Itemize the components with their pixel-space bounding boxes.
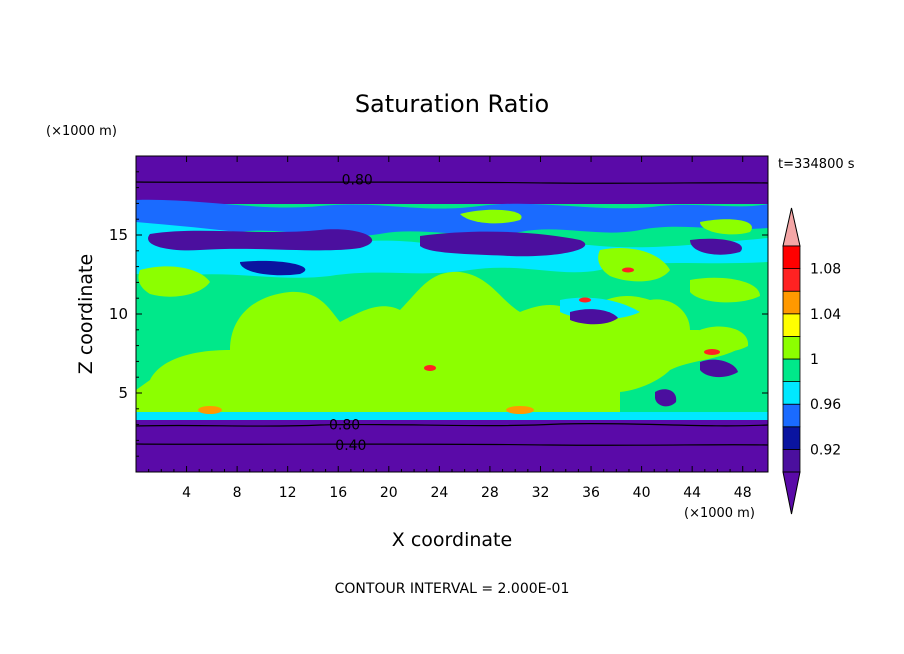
contour-label: 0.80 bbox=[329, 418, 360, 434]
cloud-patch-left bbox=[138, 266, 210, 297]
cloud-patch-right-3 bbox=[700, 326, 749, 352]
x-axis: 4 8 12 16 20 24 28 32 36 40 44 48 bbox=[148, 156, 756, 501]
colorbar-bin bbox=[782, 426, 801, 450]
x-tick-label: 28 bbox=[481, 485, 499, 501]
x-axis-label: X coordinate bbox=[392, 529, 512, 551]
contour-080-lower bbox=[136, 422, 768, 427]
colorbar-under-triangle bbox=[782, 471, 801, 515]
mid-purple-patch-2 bbox=[700, 359, 738, 378]
y-tick-label: 10 bbox=[109, 305, 128, 323]
y-axis-label: Z coordinate bbox=[75, 254, 97, 374]
upper-purple-lens bbox=[148, 229, 373, 251]
mid-purple-patch bbox=[570, 309, 618, 325]
y-axis-unit: (×1000 m) bbox=[46, 124, 117, 139]
chart-title: Saturation Ratio bbox=[355, 90, 549, 118]
supersat-spot-2 bbox=[506, 406, 534, 414]
supersat-spot-4 bbox=[704, 349, 720, 355]
contour-080-upper bbox=[136, 181, 768, 184]
x-tick-label: 24 bbox=[430, 485, 448, 501]
upper-green-lens-2 bbox=[700, 219, 752, 235]
colorbar-tick-label: 1.08 bbox=[810, 262, 841, 278]
x-tick-label: 12 bbox=[279, 485, 297, 501]
x-axis-unit: (×1000 m) bbox=[684, 506, 755, 521]
colorbar-tick-label: 1.04 bbox=[810, 307, 841, 323]
colorbar-bin bbox=[782, 290, 801, 315]
supersat-spot-5 bbox=[622, 267, 634, 273]
x-tick-label: 44 bbox=[683, 485, 701, 501]
upper-purple-lens-3 bbox=[690, 238, 742, 255]
lower-cyan-strip bbox=[136, 412, 768, 422]
x-tick-label: 4 bbox=[182, 485, 191, 501]
y-axis: 5 10 15 bbox=[109, 171, 768, 457]
x-tick-label: 32 bbox=[532, 485, 550, 501]
contour-labels: 0.80 0.80 0.40 bbox=[329, 173, 373, 454]
upper-purple-lens-2 bbox=[420, 231, 586, 257]
colorbar-bin bbox=[782, 313, 801, 337]
upper-transition-blue bbox=[136, 199, 768, 237]
contour-label: 0.40 bbox=[335, 438, 366, 454]
cloud-patch-right bbox=[598, 248, 670, 282]
colorbar-over-triangle bbox=[782, 207, 801, 247]
colorbar-tick-label: 0.92 bbox=[810, 442, 841, 458]
x-tick-label: 8 bbox=[233, 485, 242, 501]
colorbar-bin bbox=[782, 335, 801, 360]
mid-purple-patch-3 bbox=[655, 389, 677, 407]
supersat-spot bbox=[198, 406, 222, 414]
supersat-spot-6 bbox=[579, 297, 591, 303]
colorbar-bin bbox=[782, 381, 801, 405]
x-tick-label: 20 bbox=[380, 485, 398, 501]
x-tick-label: 36 bbox=[582, 485, 600, 501]
cloud-mass bbox=[136, 271, 740, 414]
colorbar-tick-label: 1 bbox=[810, 352, 819, 368]
cloud-patch-right-2 bbox=[690, 277, 760, 303]
contour-interval-note: CONTOUR INTERVAL = 2.000E-01 bbox=[335, 581, 570, 597]
colorbar-bin bbox=[782, 268, 801, 292]
colorbar: 0.92 0.96 1 1.04 1.08 bbox=[782, 207, 841, 515]
time-label: t=334800 s bbox=[778, 157, 855, 172]
contour-label: 0.80 bbox=[342, 173, 373, 189]
colorbar-bin bbox=[782, 358, 801, 383]
upper-green-lens bbox=[460, 209, 522, 224]
x-tick-label: 40 bbox=[633, 485, 651, 501]
y-tick-label: 5 bbox=[118, 384, 128, 402]
colorbar-bin bbox=[782, 403, 801, 428]
plot-area: 0.80 0.80 0.40 bbox=[135, 155, 769, 473]
lower-dry-layer bbox=[136, 420, 768, 472]
contour-040-lower bbox=[136, 443, 768, 446]
y-tick-label: 15 bbox=[109, 226, 128, 244]
x-tick-label: 48 bbox=[734, 485, 752, 501]
upper-dry-layer bbox=[136, 156, 768, 204]
upper-purple-lens-4 bbox=[240, 260, 306, 276]
supersat-spot-3 bbox=[424, 365, 436, 371]
x-tick-label: 16 bbox=[329, 485, 347, 501]
colorbar-bin bbox=[782, 245, 801, 270]
colorbar-bin bbox=[782, 448, 801, 473]
colorbar-tick-label: 0.96 bbox=[810, 397, 841, 413]
